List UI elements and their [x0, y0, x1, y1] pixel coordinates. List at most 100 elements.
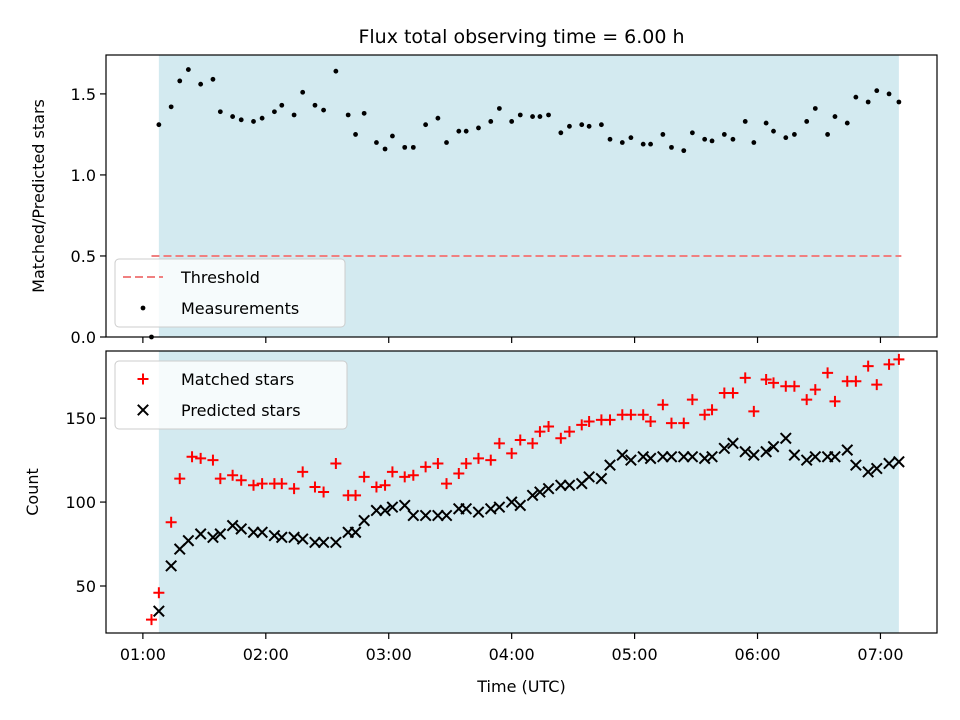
data-point — [432, 457, 444, 469]
data-point — [456, 128, 462, 134]
data-point — [248, 479, 260, 491]
data-point — [788, 449, 801, 461]
legend-label: Measurements — [181, 299, 299, 318]
chart-title: Flux total observing time = 6.00 h — [358, 26, 684, 48]
top-legend: Threshold Measurements — [114, 258, 346, 328]
data-point — [182, 534, 195, 547]
data-point — [350, 489, 362, 501]
data-point — [379, 504, 391, 517]
data-point — [460, 457, 472, 469]
data-point — [829, 450, 841, 463]
data-point — [407, 509, 420, 522]
data-point — [742, 119, 748, 124]
data-point — [275, 531, 288, 544]
data-point — [576, 419, 588, 431]
data-point — [586, 123, 592, 129]
data-point — [748, 405, 760, 417]
data-point — [616, 449, 629, 461]
data-point — [689, 130, 695, 136]
data-point — [893, 353, 905, 365]
data-point — [558, 130, 564, 136]
data-point — [321, 107, 326, 113]
y-tick-label: 0.5 — [71, 247, 96, 266]
data-point — [709, 138, 715, 144]
data-point — [768, 377, 780, 389]
data-point — [379, 479, 391, 491]
data-point — [871, 379, 883, 391]
data-point — [563, 426, 575, 438]
data-point — [288, 483, 300, 495]
data-point — [739, 445, 752, 458]
data-point — [850, 375, 862, 387]
data-point — [832, 114, 838, 119]
data-point — [472, 506, 485, 519]
data-point — [296, 533, 309, 545]
bottom-axes-frame — [105, 350, 938, 634]
data-point — [665, 450, 678, 463]
data-point — [485, 454, 497, 466]
data-point — [530, 114, 535, 119]
x-axis-label: Time (UTC) — [476, 677, 565, 696]
data-point — [441, 478, 453, 490]
data-point — [607, 136, 613, 142]
data-point — [645, 416, 657, 427]
x-tick-label: 01:00 — [120, 645, 166, 664]
data-point — [681, 148, 687, 154]
data-point — [874, 88, 880, 94]
data-point — [330, 457, 342, 469]
data-point — [496, 106, 502, 111]
top-axes-frame — [105, 54, 938, 338]
data-point — [453, 468, 465, 480]
data-point — [251, 119, 256, 124]
data-point — [514, 499, 527, 512]
data-point — [349, 526, 362, 539]
data-point — [386, 501, 399, 514]
data-point — [505, 496, 518, 508]
x-tick-label: 06:00 — [734, 645, 780, 664]
data-point — [543, 421, 555, 433]
data-point — [563, 479, 576, 492]
x-tick-label: 04:00 — [489, 645, 535, 664]
data-point — [637, 409, 649, 421]
data-point — [386, 466, 398, 478]
data-point — [644, 452, 657, 465]
legend-marker — [137, 404, 149, 416]
data-point — [702, 136, 708, 142]
data-point — [739, 372, 751, 384]
data-point — [247, 526, 260, 539]
top-series-measurements — [149, 67, 902, 340]
data-point — [207, 531, 219, 544]
data-point — [862, 360, 874, 372]
data-point — [792, 132, 797, 137]
data-point — [217, 109, 223, 115]
data-point — [177, 78, 183, 84]
data-point — [370, 481, 382, 493]
data-point — [760, 445, 773, 458]
data-point — [509, 119, 515, 124]
data-point — [309, 481, 321, 493]
legend-label: Threshold — [180, 268, 260, 287]
y-tick-label: 100 — [65, 493, 96, 512]
data-point — [444, 140, 449, 145]
data-point — [534, 486, 546, 498]
data-point — [822, 367, 834, 379]
data-point — [829, 395, 841, 407]
data-point — [883, 358, 895, 370]
data-point — [423, 122, 429, 128]
data-point — [624, 454, 637, 467]
data-point — [165, 559, 178, 572]
legend-label: Matched stars — [181, 370, 294, 389]
data-point — [329, 536, 342, 549]
data-point — [402, 144, 408, 150]
data-point — [312, 102, 318, 108]
data-point — [153, 587, 165, 599]
data-point — [896, 99, 902, 105]
data-point — [783, 135, 789, 141]
data-point — [567, 123, 572, 129]
data-point — [463, 128, 469, 134]
data-point — [554, 479, 567, 492]
data-point — [862, 465, 875, 478]
data-point — [317, 536, 330, 549]
x-tick-label: 02:00 — [243, 645, 289, 664]
